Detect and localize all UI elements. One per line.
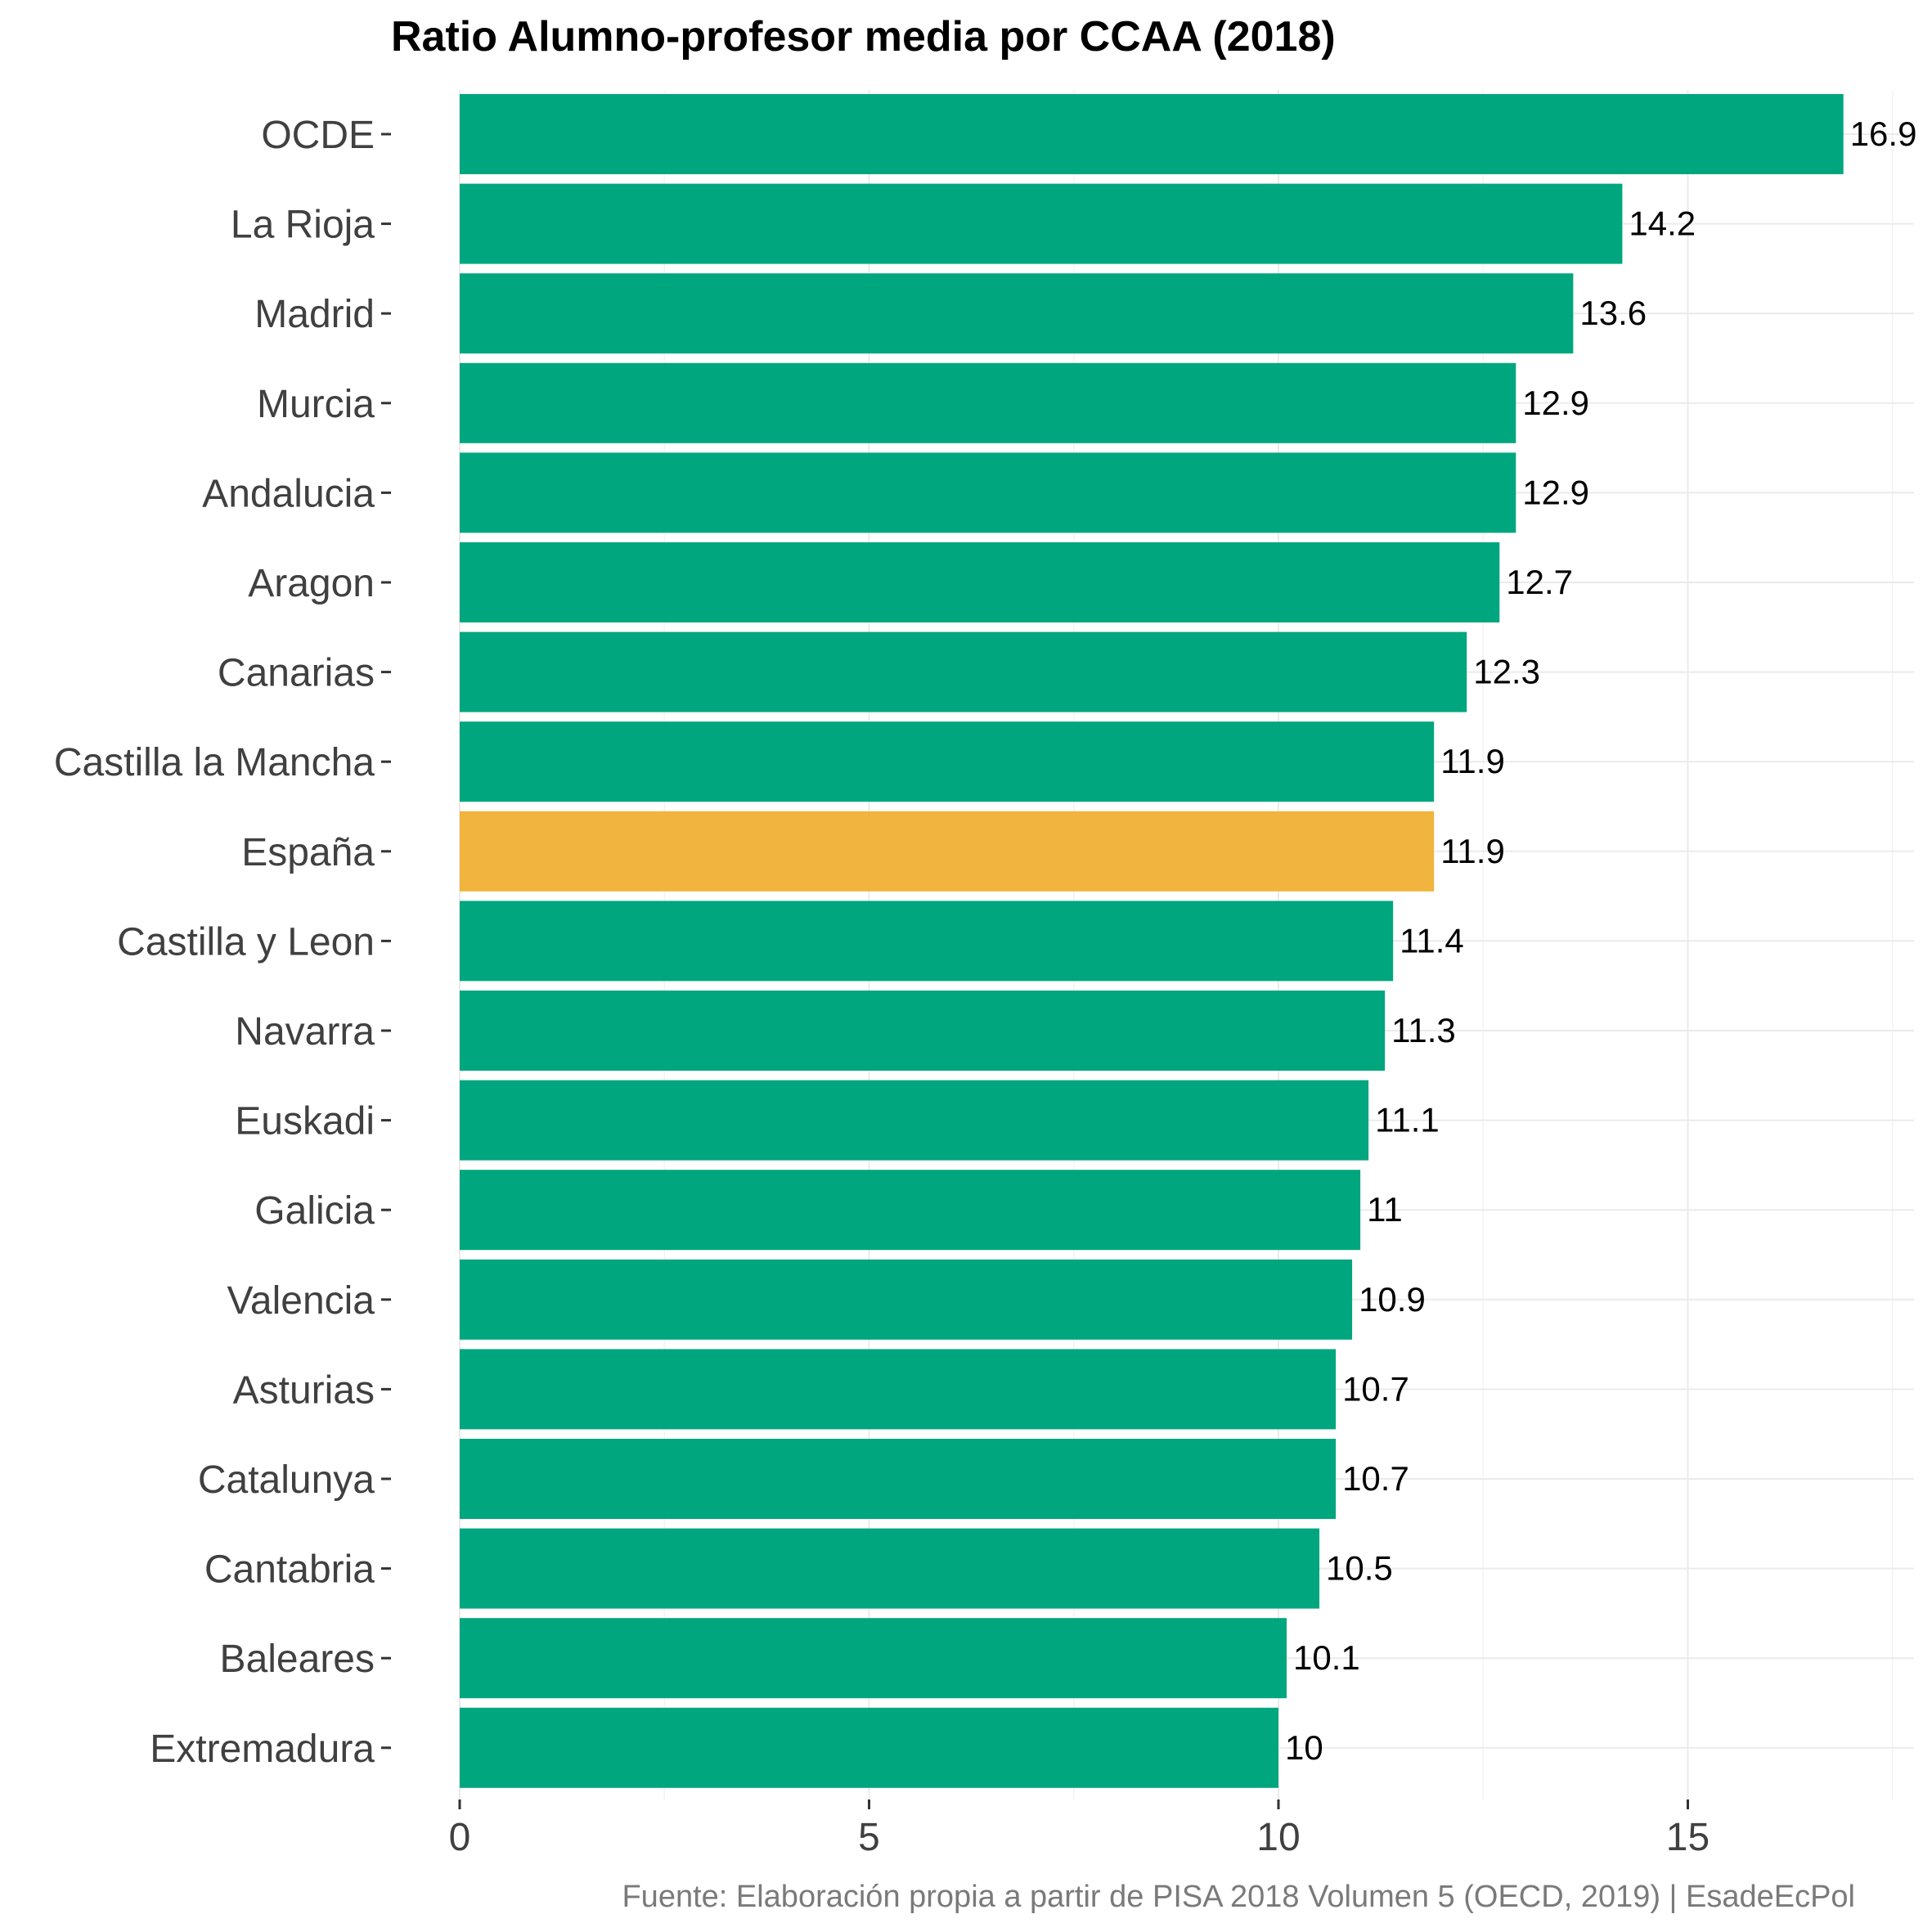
x-tick-label: 15 <box>1666 1816 1710 1859</box>
bar-canarias <box>460 631 1467 712</box>
y-tick-label: Castilla y Leon <box>117 920 375 964</box>
y-tick-label: Aragon <box>248 562 375 605</box>
bar-euskadi <box>460 1080 1369 1161</box>
bar-murcia <box>460 362 1516 443</box>
y-tick-label: Andalucia <box>202 472 375 515</box>
value-label: 10.7 <box>1342 1369 1409 1408</box>
bar-castilla-y-leon <box>460 901 1394 982</box>
value-label: 11.3 <box>1391 1011 1456 1049</box>
value-label: 10.5 <box>1326 1549 1393 1588</box>
y-tick-label: La Rioja <box>231 204 375 247</box>
bar-baleares <box>460 1618 1287 1699</box>
chart-caption: Fuente: Elaboración propia a partir de P… <box>622 1880 1855 1914</box>
y-tick-label: Murcia <box>257 383 375 426</box>
bars <box>460 94 1844 1788</box>
x-tick-label: 5 <box>858 1816 880 1859</box>
bar-españa <box>460 811 1435 892</box>
chart-title: Ratio Alumno-profesor media por CCAA (20… <box>391 13 1336 61</box>
y-axis-labels: OCDE La Rioja Madrid Murcia Andalucia Aragon C… <box>54 114 391 1771</box>
bar-galicia <box>460 1170 1361 1251</box>
y-tick-label: Cantabria <box>204 1548 375 1592</box>
value-label: 12.7 <box>1506 563 1573 601</box>
bar-aragon <box>460 542 1500 622</box>
y-tick-label: España <box>241 831 375 874</box>
bar-andalucia <box>460 452 1516 533</box>
value-labels: 16.9 14.2 13.6 12.9 12.9 12.7 12.3 11.9 11.9 11.4… <box>1285 115 1916 1767</box>
bar-ocde <box>460 94 1844 174</box>
x-tick-label: 10 <box>1256 1816 1300 1859</box>
value-label: 12.9 <box>1522 384 1589 422</box>
value-label: 12.3 <box>1473 653 1540 691</box>
value-label: 10.7 <box>1342 1459 1409 1498</box>
y-tick-label: Madrid <box>254 293 375 336</box>
value-label: 11.4 <box>1400 921 1464 959</box>
y-tick-label: Galicia <box>254 1189 375 1233</box>
y-tick-label: Euskadi <box>235 1100 375 1143</box>
value-label: 11.9 <box>1440 742 1505 780</box>
x-axis: 0 5 10 15 <box>449 1799 1710 1859</box>
y-tick-label: Valencia <box>227 1279 375 1323</box>
bar-la-rioja <box>460 183 1623 264</box>
value-label: 11.9 <box>1440 832 1505 870</box>
bar-navarra <box>460 991 1386 1071</box>
value-label: 13.6 <box>1579 294 1647 332</box>
bar-catalunya <box>460 1439 1337 1519</box>
bar-castilla-la-mancha <box>460 721 1435 802</box>
y-tick-label: Canarias <box>218 652 375 695</box>
value-label: 10 <box>1285 1728 1323 1767</box>
bar-asturias <box>460 1349 1337 1430</box>
value-label: 10.9 <box>1359 1280 1426 1319</box>
y-tick-label: Navarra <box>235 1010 375 1054</box>
y-tick-label: Baleares <box>220 1638 375 1681</box>
x-tick-label: 0 <box>449 1816 471 1859</box>
value-label: 14.2 <box>1629 204 1696 243</box>
value-label: 10.1 <box>1293 1638 1360 1677</box>
y-tick-label: Catalunya <box>198 1458 375 1502</box>
bar-cantabria <box>460 1528 1320 1609</box>
value-label: 16.9 <box>1850 115 1917 153</box>
value-label: 11.1 <box>1375 1101 1440 1139</box>
bar-madrid <box>460 273 1574 354</box>
bar-extremadura <box>460 1707 1278 1788</box>
value-label: 12.9 <box>1522 473 1589 511</box>
y-tick-label: OCDE <box>261 114 375 157</box>
bar-valencia <box>460 1259 1353 1340</box>
y-tick-label: Castilla la Mancha <box>54 741 375 784</box>
y-tick-label: Asturias <box>233 1368 375 1412</box>
value-label: 11 <box>1367 1190 1403 1229</box>
y-tick-label: Extremadura <box>150 1728 375 1771</box>
